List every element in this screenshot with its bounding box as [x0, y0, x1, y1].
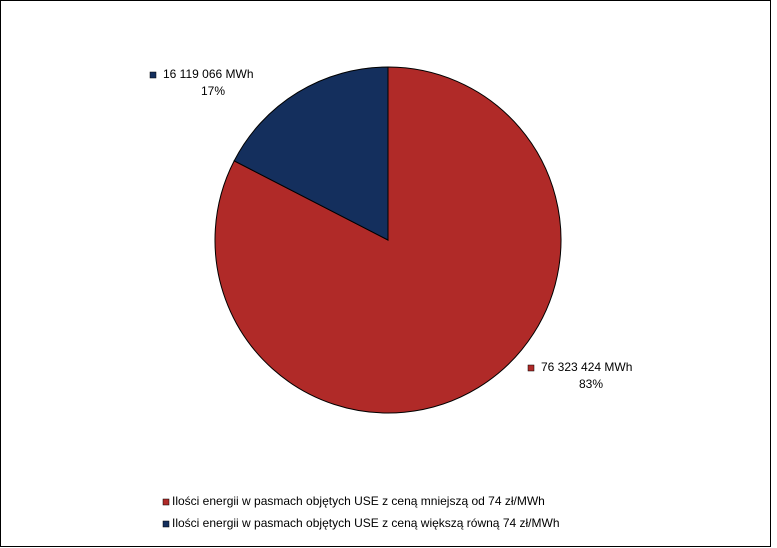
legend-label: Ilości energii w pasmach objętych USE z …: [172, 494, 545, 508]
label-swatch: [527, 364, 535, 372]
label-swatch: [149, 71, 157, 79]
legend-label: Ilości energii w pasmach objętych USE z …: [172, 516, 560, 530]
percent-label: 83%: [579, 377, 603, 391]
legend-swatch: [162, 498, 170, 506]
legend-swatch: [162, 520, 170, 528]
value-label: 76 323 424 MWh: [541, 360, 632, 374]
percent-label: 17%: [201, 84, 225, 98]
value-label: 16 119 066 MWh: [163, 67, 254, 81]
pie-slice: [233, 66, 389, 241]
